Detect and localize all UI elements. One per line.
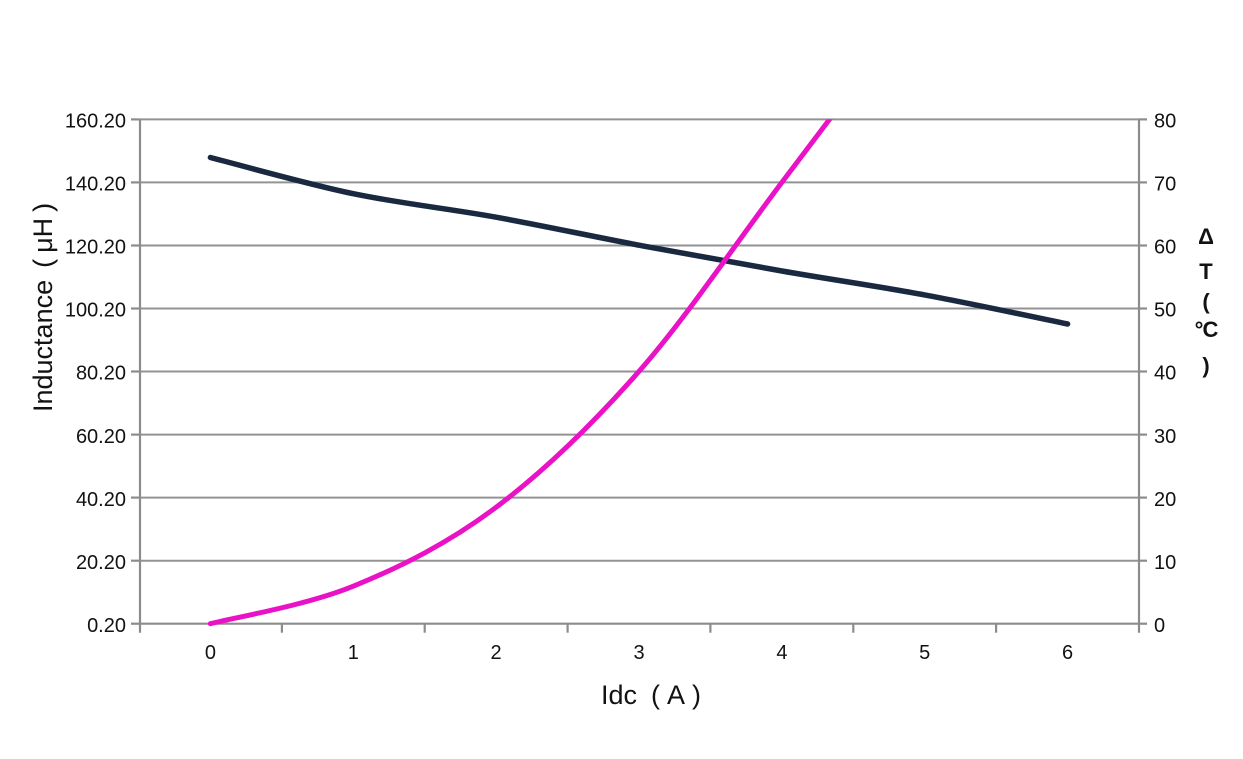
svg-text:0: 0 bbox=[1154, 615, 1165, 637]
svg-text:3: 3 bbox=[633, 642, 644, 664]
svg-text:160.20: 160.20 bbox=[65, 111, 126, 133]
svg-text:100.20: 100.20 bbox=[65, 300, 126, 322]
svg-text:60.20: 60.20 bbox=[76, 426, 126, 448]
svg-text:1: 1 bbox=[348, 642, 359, 664]
svg-text:T: T bbox=[1199, 259, 1213, 284]
svg-text:Δ: Δ bbox=[1198, 224, 1214, 249]
svg-text:40: 40 bbox=[1154, 363, 1176, 385]
svg-text:40.20: 40.20 bbox=[76, 489, 126, 511]
svg-text:4: 4 bbox=[776, 642, 787, 664]
svg-text:30: 30 bbox=[1154, 426, 1176, 448]
svg-text:5: 5 bbox=[919, 642, 930, 664]
svg-text:80.20: 80.20 bbox=[76, 363, 126, 385]
svg-text:10: 10 bbox=[1154, 552, 1176, 574]
svg-text:Inductance(μH): Inductance(μH) bbox=[28, 203, 58, 412]
svg-text:°C: °C bbox=[1195, 317, 1219, 342]
svg-text:120.20: 120.20 bbox=[65, 237, 126, 259]
svg-text:60: 60 bbox=[1154, 237, 1176, 259]
svg-text:20.20: 20.20 bbox=[76, 552, 126, 574]
svg-text:2: 2 bbox=[491, 642, 502, 664]
svg-text:Idc(A): Idc(A) bbox=[601, 680, 701, 710]
svg-text:): ) bbox=[1202, 353, 1209, 378]
svg-text:140.20: 140.20 bbox=[65, 174, 126, 196]
svg-text:50: 50 bbox=[1154, 300, 1176, 322]
svg-text:0: 0 bbox=[205, 642, 216, 664]
svg-text:20: 20 bbox=[1154, 489, 1176, 511]
svg-text:(: ( bbox=[1202, 289, 1210, 314]
svg-text:0.20: 0.20 bbox=[87, 615, 126, 637]
svg-text:6: 6 bbox=[1062, 642, 1073, 664]
svg-text:80: 80 bbox=[1154, 111, 1176, 133]
svg-text:70: 70 bbox=[1154, 174, 1176, 196]
